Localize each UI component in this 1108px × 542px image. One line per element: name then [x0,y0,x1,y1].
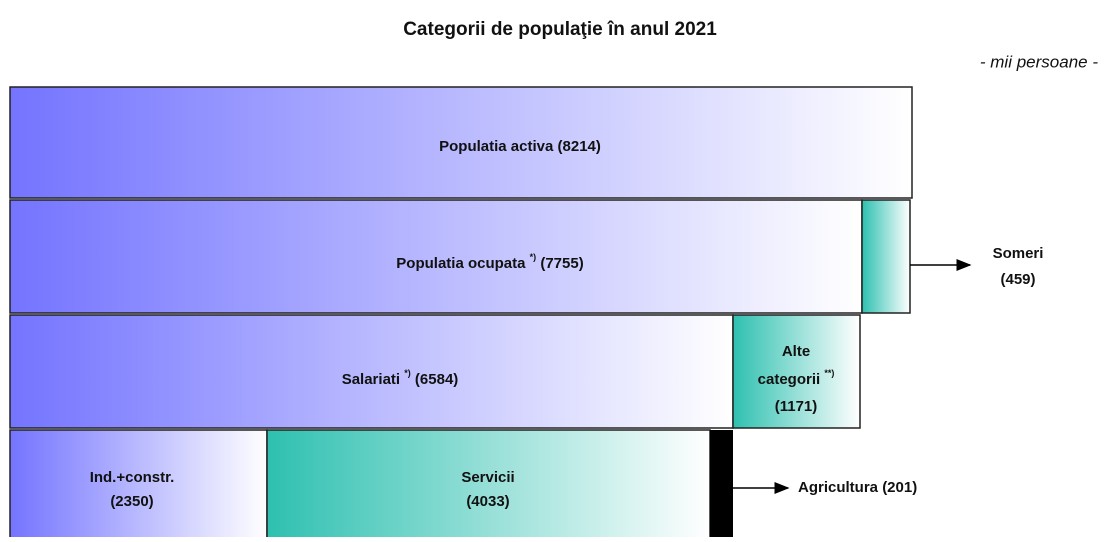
box-employees [9,314,734,429]
unit: - mii persoane - [980,52,1098,71]
label: Populatia activa (8214) [439,138,601,155]
label: categorii **) [758,368,835,388]
label: Someri [993,245,1044,262]
box-other [732,314,861,429]
label: Populatia ocupata *) (7755) [396,249,583,272]
box-active [9,86,913,199]
label: (459) [1000,271,1035,288]
label: Salariati *) (6584) [342,365,459,388]
box-unemployed [861,199,911,314]
label: Servicii [461,469,514,486]
label: (2350) [110,493,153,510]
label: (4033) [466,493,509,510]
label: Ind.+constr. [90,469,175,486]
label: Agricultura (201) [798,479,917,496]
label: Alte [782,343,810,360]
box-employed [9,199,863,314]
box-services [266,429,711,541]
box-industry [9,429,268,541]
box-agriculture [710,430,733,540]
label: (1171) [775,398,818,415]
title: Categorii de populaţie în anul 2021 [403,19,717,40]
